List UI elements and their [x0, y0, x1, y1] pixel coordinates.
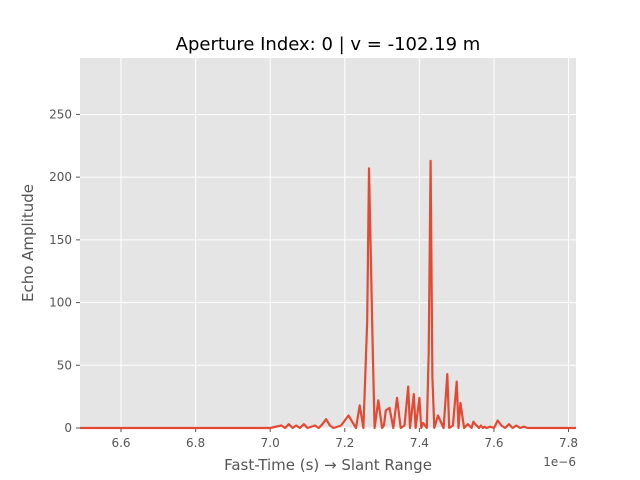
- y-tick-label: 150: [49, 233, 72, 247]
- x-tick-label: 7.6: [484, 436, 503, 450]
- y-tick-labels: 0 50 100 150 200 250: [49, 107, 80, 435]
- x-tick-label: 7.8: [559, 436, 578, 450]
- chart-title: Aperture Index: 0 | v = -102.19 m: [176, 34, 481, 55]
- plot-background: [80, 58, 576, 428]
- y-tick-label: 200: [49, 170, 72, 184]
- x-tick-label: 7.2: [335, 436, 354, 450]
- y-tick-label: 50: [57, 358, 72, 372]
- x-tick-label: 6.8: [186, 436, 205, 450]
- x-axis-label: Fast-Time (s) → Slant Range: [224, 456, 432, 474]
- echo-series-line: [80, 159, 576, 430]
- x-tick-labels: 6.6 6.8 7.0 7.2 7.4 7.6 7.8: [111, 428, 578, 450]
- grid: [80, 58, 576, 429]
- y-tick-label: 0: [64, 421, 72, 435]
- y-tick-label: 100: [49, 296, 72, 310]
- x-tick-label: 7.0: [261, 436, 280, 450]
- y-tick-label: 250: [49, 107, 72, 121]
- x-offset-label: 1e−6: [543, 455, 576, 469]
- y-axis-label: Echo Amplitude: [19, 184, 37, 302]
- x-tick-label: 7.4: [410, 436, 429, 450]
- x-tick-label: 6.6: [111, 436, 130, 450]
- series-layer: [80, 159, 576, 430]
